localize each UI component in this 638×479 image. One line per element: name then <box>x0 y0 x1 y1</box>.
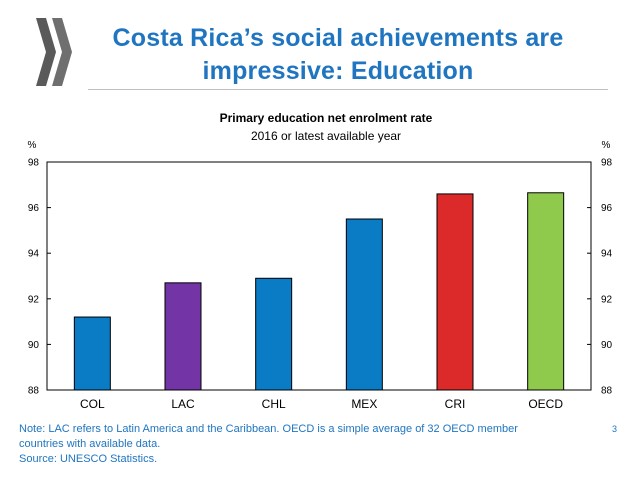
y-axis-right: 88 90 92 94 96 98 <box>587 158 613 397</box>
bar-cri <box>436 193 474 391</box>
oecd-logo <box>36 18 72 86</box>
page-number: 3 <box>612 424 618 434</box>
y-tick-label-left: 92 <box>28 294 40 305</box>
y-tick-label-right: 98 <box>601 158 613 169</box>
x-tick-label: MEX <box>351 397 377 411</box>
x-tick-label: LAC <box>171 397 195 411</box>
logo-stripe-1 <box>36 18 56 86</box>
slide-title: Costa Rica’s social achievements are imp… <box>78 22 598 88</box>
bars <box>73 192 565 391</box>
enrolment-bar-chart: Primary education net enrolment rate 201… <box>28 111 613 411</box>
chart-titles: Primary education net enrolment rate 201… <box>220 111 433 143</box>
note-line-1: Note: LAC refers to Latin America and th… <box>19 423 518 435</box>
bar-chl <box>255 277 293 391</box>
slide-title-line-2: impressive: Education <box>202 57 474 85</box>
y-tick-label-left: 88 <box>28 386 40 397</box>
bar-mex <box>345 218 383 391</box>
y-tick-label-right: 96 <box>601 203 613 214</box>
chart-title: Primary education net enrolment rate <box>220 111 433 125</box>
bar-oecd <box>527 192 565 391</box>
y-tick-label-right: 88 <box>601 386 613 397</box>
plot-area-frame <box>46 161 592 391</box>
x-axis: COL LAC CHL MEX CRI OECD <box>80 397 563 411</box>
y-tick-label-right: 94 <box>601 249 613 260</box>
y-tick-label-right: 90 <box>601 340 613 351</box>
chart-note: Note: LAC refers to Latin America and th… <box>19 422 579 467</box>
x-tick-label: COL <box>80 397 105 411</box>
y-tick-label-left: 90 <box>28 340 40 351</box>
y-tick-label-left: 96 <box>28 203 40 214</box>
x-tick-label: CHL <box>262 397 286 411</box>
x-tick-label: OECD <box>528 397 563 411</box>
x-tick-label: CRI <box>445 397 466 411</box>
slide-title-line-1: Costa Rica’s social achievements are <box>112 24 564 52</box>
y-axis-unit-left: % <box>28 140 37 151</box>
source-line: Source: UNESCO Statistics. <box>19 453 158 465</box>
bar-lac <box>164 282 202 391</box>
y-tick-label-left: 98 <box>28 158 40 169</box>
y-tick-label-left: 94 <box>28 249 40 260</box>
bar-col <box>73 316 111 391</box>
note-line-2: countries with available data. <box>19 438 161 450</box>
y-axis-left: 88 90 92 94 96 98 <box>28 158 51 397</box>
y-axis-unit-right: % <box>602 140 611 151</box>
title-divider <box>88 89 608 90</box>
logo-stripe-2 <box>52 18 72 86</box>
y-tick-label-right: 92 <box>601 294 613 305</box>
chart-subtitle: 2016 or latest available year <box>251 129 401 143</box>
